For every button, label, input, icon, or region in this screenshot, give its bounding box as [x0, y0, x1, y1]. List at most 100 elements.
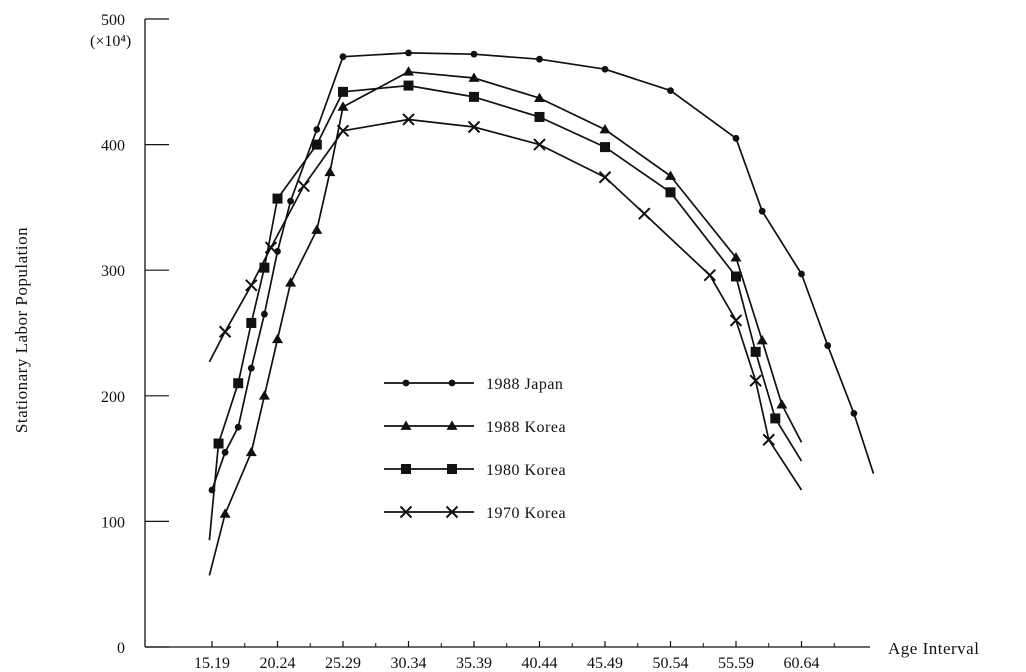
series-point-square — [600, 142, 610, 153]
legend: 1988 Japan 1988 Korea 1980 Korea 1970 Korea — [384, 376, 566, 522]
series-point-circle — [758, 207, 766, 215]
series-point-square — [213, 438, 224, 449]
series-point-triangle — [285, 277, 297, 287]
series-point-circle — [221, 448, 229, 456]
series-point-square — [259, 262, 270, 273]
series-point-triangle — [534, 92, 545, 102]
series-point-square — [233, 378, 244, 389]
legend-label: 1980 Korea — [486, 462, 566, 479]
series-point-circle — [798, 270, 805, 278]
series-point-triangle — [403, 66, 414, 76]
series-point-triangle — [599, 124, 611, 134]
y-ticks: 0 100 200 300 400 500 — [101, 12, 169, 657]
series-point-square — [311, 139, 322, 150]
series-3 — [208, 113, 803, 491]
x-tick-label: 30.34 — [391, 655, 427, 672]
legend-label: 1988 Korea — [486, 419, 566, 436]
series-point-cross — [245, 279, 258, 292]
series-point-circle — [402, 379, 410, 387]
series-point-triangle — [324, 166, 336, 177]
series-line — [208, 118, 803, 491]
x-tick-label: 20.24 — [260, 655, 296, 672]
y-axis-unit: (×10⁴) — [90, 33, 131, 50]
series-point-triangle — [776, 399, 788, 409]
series-point-square — [401, 464, 411, 474]
series-point-cross — [445, 505, 459, 519]
series-point-triangle — [337, 101, 349, 111]
series-point-square — [272, 193, 283, 204]
series-layer — [208, 49, 875, 576]
series-0 — [208, 49, 875, 494]
legend-item-0: 1988 Japan — [384, 376, 563, 393]
series-point-cross — [598, 171, 612, 184]
series-point-cross — [297, 179, 310, 193]
x-tick-label: 25.29 — [325, 655, 361, 672]
series-point-circle — [732, 134, 740, 142]
series-point-circle — [601, 65, 609, 73]
series-point-triangle — [446, 420, 458, 430]
legend-label: 1970 Korea — [486, 505, 566, 522]
x-tick-label: 40.44 — [522, 655, 558, 672]
x-tick-label: 50.54 — [653, 655, 689, 672]
series-point-square — [750, 346, 761, 357]
series-point-triangle — [468, 72, 480, 82]
x-tick-label: 55.59 — [718, 655, 754, 672]
series-point-cross — [336, 124, 350, 137]
series-point-triangle — [245, 446, 257, 457]
series-point-square — [731, 271, 741, 282]
legend-item-3: 1970 Korea — [384, 505, 566, 522]
series-point-circle — [405, 49, 412, 57]
y-tick-label: 100 — [101, 514, 125, 531]
series-line — [211, 52, 875, 491]
axes — [144, 19, 870, 648]
series-1 — [208, 66, 803, 576]
series-point-cross — [399, 505, 413, 519]
series-point-cross — [762, 433, 775, 446]
y-axis-title: Stationary Labor Population — [12, 227, 31, 433]
series-point-cross — [533, 138, 546, 151]
series-point-triangle — [756, 335, 768, 345]
series-point-triangle — [272, 333, 283, 344]
x-tick-label: 60.64 — [784, 655, 820, 672]
series-point-triangle — [730, 252, 742, 262]
series-point-triangle — [258, 390, 270, 400]
series-point-triangle — [219, 508, 231, 518]
series-point-circle — [313, 126, 321, 133]
series-point-cross — [264, 241, 278, 254]
series-point-cross — [467, 120, 481, 134]
x-axis-title: Age Interval — [888, 639, 979, 658]
x-ticks: 15.19 20.24 25.29 30.34 35.39 40.44 45.49 50.54… — [194, 641, 835, 672]
series-point-square — [469, 91, 479, 102]
series-point-circle — [339, 53, 347, 61]
y-tick-label: 500 — [101, 12, 125, 29]
series-point-circle — [287, 197, 294, 205]
series-point-cross — [402, 113, 415, 126]
y-tick-label: 300 — [101, 263, 125, 280]
x-tick-label: 15.19 — [194, 655, 230, 672]
series-point-cross — [218, 325, 232, 338]
series-point-circle — [850, 409, 858, 417]
series-point-triangle — [665, 170, 676, 180]
series-point-cross — [749, 374, 762, 387]
series-point-square — [665, 187, 676, 198]
series-point-circle — [247, 364, 255, 372]
series-2 — [208, 80, 803, 541]
y-tick-label: 0 — [117, 640, 125, 657]
x-tick-label: 35.39 — [456, 655, 492, 672]
series-point-square — [403, 80, 414, 91]
legend-item-2: 1980 Korea — [384, 462, 566, 479]
series-point-circle — [470, 50, 478, 58]
series-point-square — [534, 111, 545, 122]
series-point-cross — [729, 314, 743, 327]
series-point-square — [770, 413, 781, 424]
series-point-cross — [703, 269, 717, 282]
series-point-square — [338, 86, 348, 97]
series-point-circle — [261, 310, 268, 318]
series-point-circle — [536, 55, 543, 63]
series-point-circle — [234, 423, 242, 431]
series-point-triangle — [311, 224, 323, 234]
y-tick-label: 200 — [101, 389, 125, 406]
series-point-square — [447, 464, 457, 474]
